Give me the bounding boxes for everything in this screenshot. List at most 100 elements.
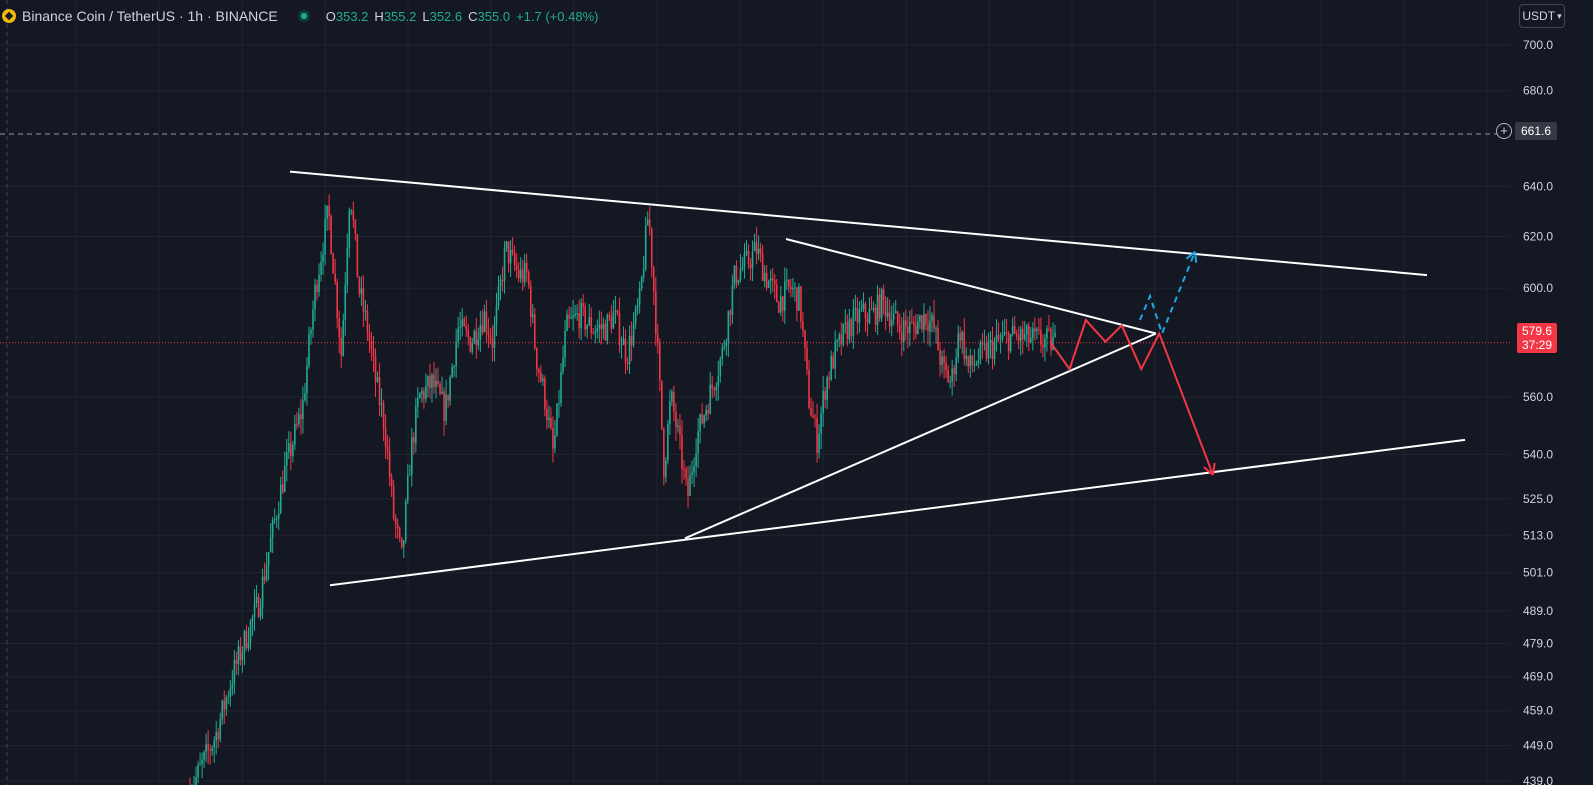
candle-body	[485, 311, 488, 332]
candle-body	[763, 272, 766, 282]
candle-body	[199, 763, 201, 765]
candle-body	[812, 415, 814, 418]
candle-body	[1011, 325, 1014, 334]
candle-body	[761, 253, 764, 282]
candle-body	[687, 478, 689, 496]
candle-body	[896, 311, 899, 326]
y-axis-tick-label: 600.0	[1523, 281, 1553, 295]
currency-selector-button[interactable]: USDT ▾	[1519, 4, 1565, 28]
candle-body	[586, 324, 589, 330]
candle-body	[709, 384, 712, 414]
candle-body	[592, 332, 595, 334]
candle-body	[366, 310, 369, 334]
candle-body	[423, 390, 425, 400]
candle-body	[1052, 336, 1054, 351]
candle-body	[860, 308, 863, 310]
candle-body	[1019, 328, 1022, 342]
projection-up-path	[1139, 251, 1196, 337]
candle-body	[453, 366, 455, 368]
candle-body	[957, 333, 960, 358]
candle-body	[1005, 331, 1008, 333]
candle-body	[554, 435, 556, 449]
candle-body	[1017, 335, 1020, 342]
candle-body	[221, 700, 224, 720]
candle-body	[790, 287, 792, 290]
candle-body	[550, 417, 552, 428]
candle-body	[644, 225, 647, 270]
candle-body	[562, 357, 564, 372]
candle-body	[979, 342, 982, 361]
candle-body	[969, 355, 972, 367]
candle-body	[1034, 328, 1036, 332]
candle-body	[975, 364, 978, 366]
candle-body	[233, 659, 236, 685]
candle-body	[310, 329, 312, 335]
last-price-tag: 579.6 37:29	[1517, 323, 1557, 353]
candle-body	[840, 334, 843, 345]
candle-body	[253, 603, 256, 617]
candle-body	[533, 314, 536, 349]
candle-body	[695, 453, 697, 467]
candle-body	[435, 380, 437, 387]
candle-body	[217, 732, 220, 740]
candle-body	[469, 337, 472, 352]
currency-label: USDT	[1522, 9, 1556, 23]
candle-body	[971, 355, 974, 366]
candle-body	[941, 356, 943, 365]
candle-body	[493, 324, 496, 348]
plus-circle-icon[interactable]: +	[1496, 123, 1512, 139]
candle-body	[967, 355, 970, 367]
candle-body	[525, 262, 528, 273]
candle-body	[648, 219, 651, 229]
candle-body	[237, 646, 240, 665]
candle-body	[548, 417, 550, 421]
y-axis-tick-label: 680.0	[1523, 84, 1553, 98]
y-axis-tick-label: 560.0	[1523, 390, 1553, 404]
candle-body	[263, 576, 266, 581]
candle-body	[834, 341, 837, 369]
candle-body	[697, 431, 699, 454]
candle-body	[1013, 325, 1016, 334]
candle-body	[798, 286, 800, 311]
candle-body	[953, 368, 955, 375]
candle-body	[890, 319, 893, 327]
candle-body	[463, 319, 466, 326]
candle-body	[390, 477, 393, 487]
candle-body	[945, 362, 947, 371]
candle-body	[556, 403, 558, 436]
candle-body	[372, 349, 375, 357]
candle-body	[368, 333, 371, 342]
candle-body	[622, 338, 625, 345]
candle-body	[408, 474, 411, 476]
candle-body	[354, 220, 357, 235]
candle-body	[854, 308, 857, 310]
candle-body	[850, 319, 853, 336]
candle-body	[846, 322, 849, 340]
candle-body	[723, 345, 726, 348]
candle-body	[429, 376, 431, 389]
candle-body	[207, 744, 209, 750]
trend-line-upper-outer	[289, 170, 1428, 277]
candle-body	[384, 428, 387, 447]
candle-body	[777, 301, 780, 313]
candle-body	[713, 388, 716, 391]
candle-body	[929, 320, 931, 332]
candle-body	[1050, 329, 1052, 351]
symbol-title[interactable]: Binance Coin / TetherUS · 1h · BINANCE	[22, 8, 278, 24]
candle-body	[249, 621, 252, 643]
market-status-icon	[297, 10, 310, 22]
candle-body	[564, 330, 566, 358]
candle-body	[749, 264, 752, 269]
candle-body	[350, 210, 353, 212]
candle-body	[465, 325, 468, 331]
candle-body	[870, 308, 873, 310]
candle-body	[939, 350, 941, 365]
candle-body	[279, 484, 282, 514]
candle-body	[277, 513, 280, 519]
candle-body	[546, 409, 548, 421]
candle-body	[949, 381, 951, 383]
candle-body	[796, 287, 798, 311]
y-axis-tick-label: 620.0	[1523, 229, 1553, 243]
